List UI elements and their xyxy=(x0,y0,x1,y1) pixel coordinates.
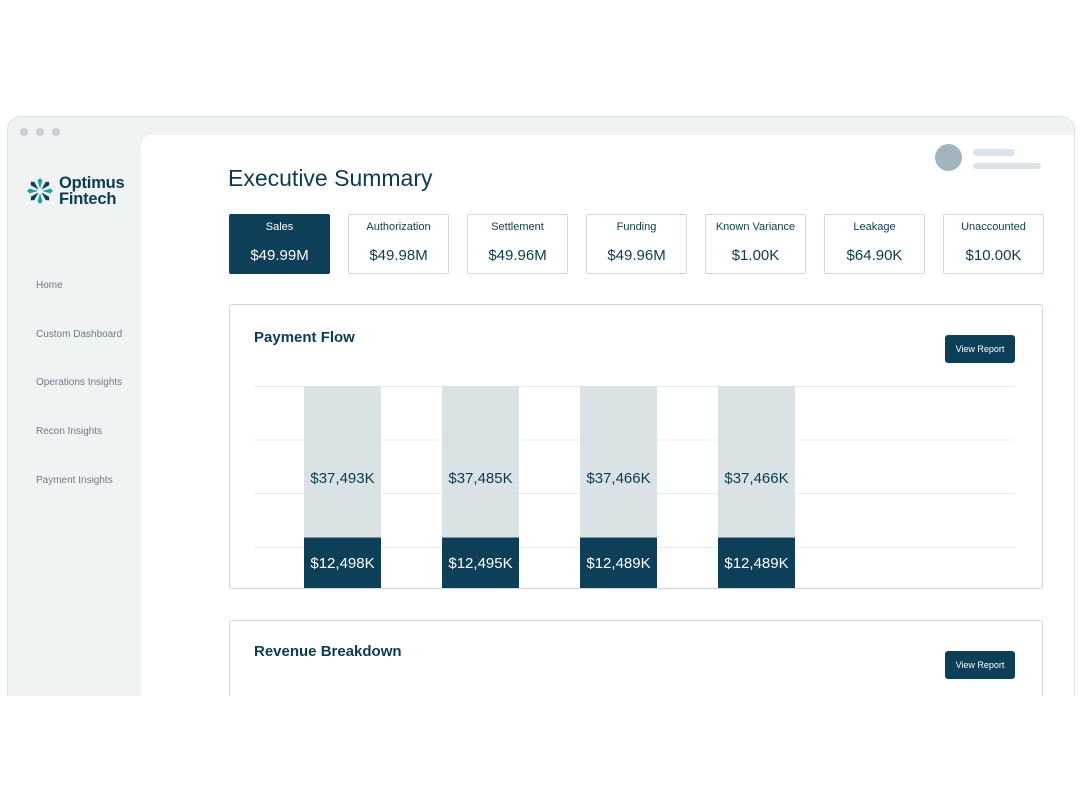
brand-petal-icon xyxy=(42,188,53,194)
brand-name-line2: Fintech xyxy=(59,190,117,208)
payment-flow-card: Payment Flow View Report $37,493K $12,498… xyxy=(229,304,1043,589)
payment-flow-chart-svg: $37,493K $12,498K $37,485K $12,495K $37,466K… xyxy=(254,386,1014,588)
kpi-row: Sales $49.99M Authorization $49.98M Sett… xyxy=(229,214,1044,274)
kpi-label: Sales xyxy=(265,221,294,233)
bar-label-lower: $12,489K xyxy=(724,555,788,572)
brand-petal-icon xyxy=(41,181,50,190)
brand-logo[interactable]: Optimus Fintech xyxy=(25,175,125,207)
bar-segment-upper[interactable] xyxy=(442,386,519,538)
payment-flow-title: Payment Flow xyxy=(254,329,355,346)
sidebar-nav: Home Custom Dashboard Operations Insight… xyxy=(36,279,122,522)
kpi-card-sales[interactable]: Sales $49.99M xyxy=(229,214,330,274)
kpi-label: Settlement xyxy=(491,221,544,233)
kpi-value: $49.99M xyxy=(250,247,309,264)
brand-petal-icon xyxy=(30,181,39,190)
revenue-breakdown-view-report-button[interactable]: View Report xyxy=(945,651,1015,679)
bar-label-upper: $37,466K xyxy=(586,470,650,487)
sidebar-item-recon-insights[interactable]: Recon Insights xyxy=(36,426,103,438)
bar-segment-lower[interactable] xyxy=(718,537,795,588)
window-dot-icon[interactable] xyxy=(20,128,28,136)
brand-petal-icon xyxy=(27,188,38,194)
sidebar-item-payment-insights[interactable]: Payment Insights xyxy=(36,474,113,486)
bar-label-lower: $12,495K xyxy=(448,555,512,572)
bar-label-upper: $37,493K xyxy=(310,470,374,487)
kpi-value: $1.00K xyxy=(731,247,780,264)
kpi-card-authorization[interactable]: Authorization $49.98M xyxy=(348,214,449,274)
kpi-label: Leakage xyxy=(853,221,896,233)
brand-petal-icon xyxy=(37,178,43,189)
kpi-card-settlement[interactable]: Settlement $49.96M xyxy=(467,214,568,274)
sidebar-item-home[interactable]: Home xyxy=(36,280,63,291)
kpi-label: Authorization xyxy=(366,221,431,233)
kpi-value: $10.00K xyxy=(965,247,1022,264)
sidebar-item-custom-dashboard[interactable]: Custom Dashboard xyxy=(36,328,123,340)
brand-petal-icon xyxy=(41,192,50,201)
bar-label-upper: $37,466K xyxy=(724,470,788,487)
sidebar-item-operations-insights[interactable]: Operations Insights xyxy=(36,377,123,389)
kpi-card-leakage[interactable]: Leakage $64.90K xyxy=(824,214,925,274)
window-dot-icon[interactable] xyxy=(36,128,44,136)
bar-segment-lower[interactable] xyxy=(442,537,519,588)
bar-segment-lower[interactable] xyxy=(304,537,381,588)
brand-name: Optimus Fintech xyxy=(59,174,125,208)
bar-segment-lower[interactable] xyxy=(580,537,657,588)
payment-flow-view-report-button[interactable]: View Report xyxy=(945,335,1015,363)
kpi-label: Known Variance xyxy=(715,221,796,233)
kpi-value: $49.96M xyxy=(607,247,666,264)
main-content: Executive Summary Sales $49.99M Authoriz… xyxy=(141,135,1074,696)
kpi-value: $49.96M xyxy=(488,247,547,264)
bar-segment-upper[interactable] xyxy=(718,386,795,538)
bar-label-lower: $12,489K xyxy=(586,555,650,572)
page-title: Executive Summary xyxy=(228,165,433,191)
kpi-card-unaccounted[interactable]: Unaccounted $10.00K xyxy=(943,214,1044,274)
brand-petal-icon xyxy=(37,193,43,204)
user-role-placeholder xyxy=(973,163,1041,169)
window-controls xyxy=(20,128,60,136)
bar-segment-upper[interactable] xyxy=(304,386,381,538)
revenue-breakdown-title: Revenue Breakdown xyxy=(254,643,402,660)
window-dot-icon[interactable] xyxy=(52,128,60,136)
sidebar: Optimus Fintech Home Custom Dashboard Op… xyxy=(8,117,141,696)
kpi-card-known-variance[interactable]: Known Variance $1.00K xyxy=(705,214,806,274)
brand-mark-icon xyxy=(27,178,53,204)
revenue-breakdown-card: Revenue Breakdown View Report xyxy=(229,620,1043,696)
kpi-value: $64.90K xyxy=(846,247,903,264)
payment-flow-chart: $37,493K $12,498K $37,485K $12,495K $37,466K… xyxy=(254,386,1014,589)
bar-segment-upper[interactable] xyxy=(580,386,657,538)
user-name-placeholder xyxy=(973,149,1015,156)
bar-label-upper: $37,485K xyxy=(448,470,512,487)
bar-label-lower: $12,498K xyxy=(310,555,374,572)
kpi-label: Unaccounted xyxy=(961,221,1026,233)
kpi-label: Funding xyxy=(616,221,657,233)
app-window: Optimus Fintech Home Custom Dashboard Op… xyxy=(7,116,1075,696)
brand-name-line1: Optimus xyxy=(59,174,125,192)
avatar[interactable] xyxy=(935,144,962,171)
brand-petal-icon xyxy=(30,192,39,201)
kpi-value: $49.98M xyxy=(369,247,428,264)
kpi-card-funding[interactable]: Funding $49.96M xyxy=(586,214,687,274)
